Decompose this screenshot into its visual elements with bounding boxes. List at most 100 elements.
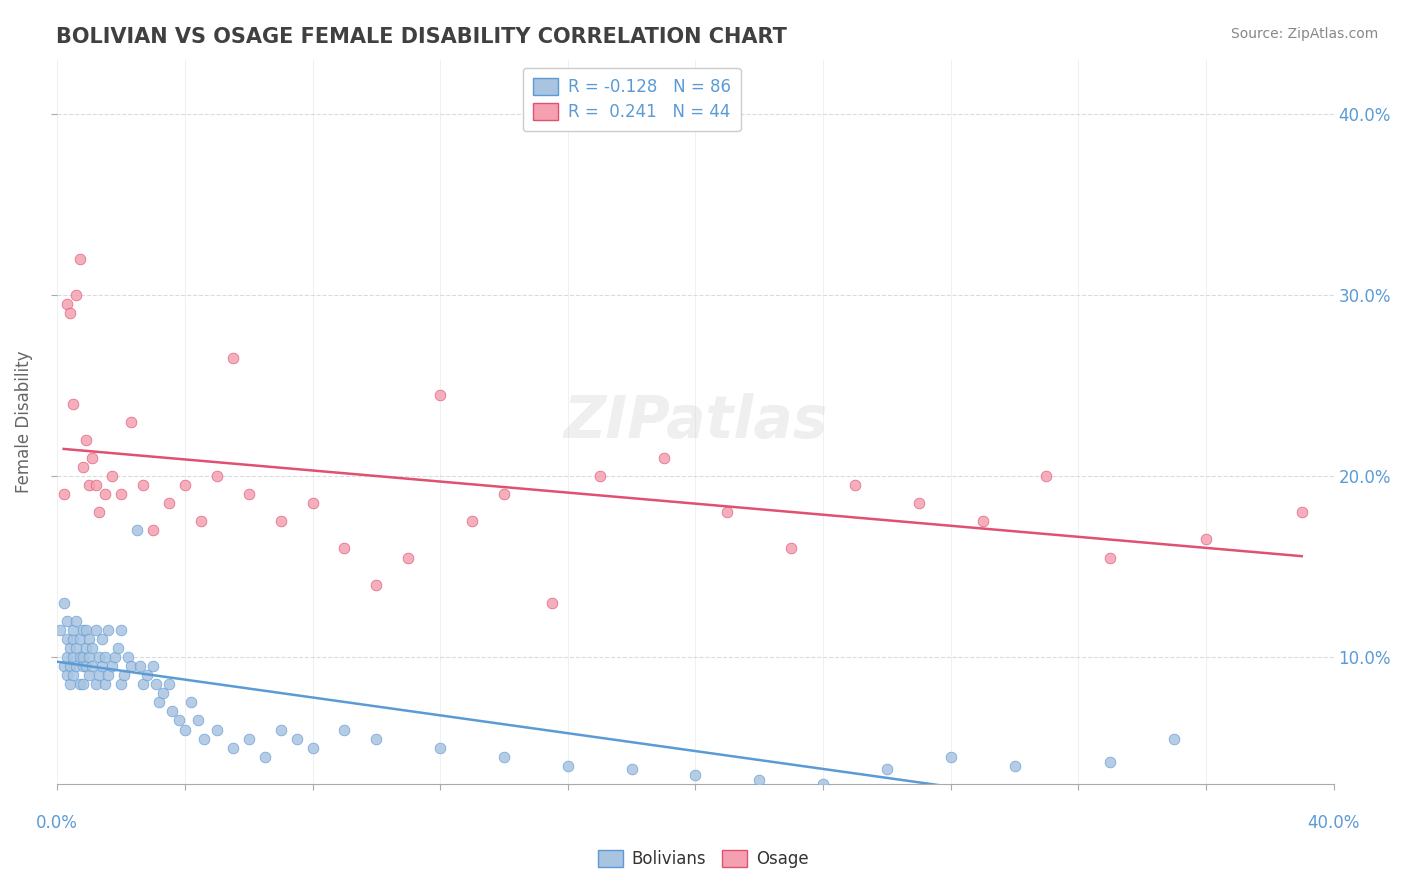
- Point: [1004, 758, 1026, 772]
- Point: [157, 677, 180, 691]
- Point: [77, 650, 100, 665]
- Point: [541, 596, 564, 610]
- Point: [72, 650, 94, 665]
- Point: [82, 659, 104, 673]
- Point: [87, 650, 110, 665]
- Point: [780, 541, 803, 556]
- Point: [82, 450, 104, 465]
- Point: [77, 478, 100, 492]
- Point: [59, 306, 82, 320]
- Point: [77, 668, 100, 682]
- Y-axis label: Female Disability: Female Disability: [15, 351, 32, 493]
- Point: [110, 487, 132, 501]
- Point: [142, 524, 165, 538]
- Point: [1291, 505, 1313, 519]
- Point: [1035, 469, 1057, 483]
- Point: [190, 514, 212, 528]
- Point: [117, 650, 139, 665]
- Point: [94, 650, 117, 665]
- Point: [492, 487, 515, 501]
- Point: [129, 659, 152, 673]
- Legend: Bolivians, Osage: Bolivians, Osage: [591, 843, 815, 875]
- Point: [62, 623, 84, 637]
- Point: [908, 496, 931, 510]
- Legend: R = -0.128   N = 86, R =  0.241   N = 44: R = -0.128 N = 86, R = 0.241 N = 44: [523, 68, 741, 131]
- Point: [429, 387, 451, 401]
- Point: [205, 469, 228, 483]
- Point: [97, 623, 120, 637]
- Point: [652, 450, 675, 465]
- Point: [972, 514, 994, 528]
- Point: [75, 659, 97, 673]
- Point: [135, 668, 157, 682]
- Point: [939, 749, 962, 764]
- Point: [333, 723, 356, 737]
- Point: [301, 496, 323, 510]
- Point: [461, 514, 484, 528]
- Point: [180, 695, 202, 709]
- Point: [142, 659, 165, 673]
- Point: [589, 469, 612, 483]
- Point: [91, 659, 114, 673]
- Point: [52, 659, 75, 673]
- Point: [238, 731, 260, 746]
- Point: [65, 288, 87, 302]
- Point: [52, 596, 75, 610]
- Point: [844, 478, 866, 492]
- Point: [62, 632, 84, 646]
- Point: [62, 668, 84, 682]
- Point: [193, 731, 215, 746]
- Point: [72, 659, 94, 673]
- Point: [56, 668, 79, 682]
- Text: Source: ZipAtlas.com: Source: ZipAtlas.com: [1230, 27, 1378, 41]
- Point: [132, 478, 155, 492]
- Point: [120, 415, 142, 429]
- Point: [75, 433, 97, 447]
- Point: [91, 632, 114, 646]
- Point: [811, 777, 834, 791]
- Point: [72, 677, 94, 691]
- Point: [65, 659, 87, 673]
- Point: [56, 650, 79, 665]
- Point: [59, 659, 82, 673]
- Point: [429, 740, 451, 755]
- Point: [366, 731, 388, 746]
- Point: [557, 758, 579, 772]
- Point: [167, 714, 190, 728]
- Point: [49, 623, 72, 637]
- Point: [62, 396, 84, 410]
- Point: [65, 641, 87, 656]
- Point: [492, 749, 515, 764]
- Point: [104, 650, 127, 665]
- Point: [1195, 533, 1218, 547]
- Point: [125, 524, 148, 538]
- Point: [56, 297, 79, 311]
- Point: [157, 496, 180, 510]
- Point: [69, 252, 91, 266]
- Point: [270, 723, 292, 737]
- Point: [94, 677, 117, 691]
- Point: [301, 740, 323, 755]
- Point: [75, 641, 97, 656]
- Point: [87, 668, 110, 682]
- Point: [52, 487, 75, 501]
- Point: [145, 677, 167, 691]
- Text: BOLIVIAN VS OSAGE FEMALE DISABILITY CORRELATION CHART: BOLIVIAN VS OSAGE FEMALE DISABILITY CORR…: [56, 27, 787, 46]
- Point: [222, 351, 245, 366]
- Text: 0.0%: 0.0%: [37, 814, 79, 832]
- Point: [253, 749, 276, 764]
- Point: [716, 505, 738, 519]
- Text: ZIPatlas: ZIPatlas: [564, 393, 828, 450]
- Point: [100, 659, 122, 673]
- Point: [72, 460, 94, 475]
- Point: [333, 541, 356, 556]
- Point: [685, 768, 707, 782]
- Point: [72, 623, 94, 637]
- Point: [56, 614, 79, 628]
- Point: [1099, 755, 1122, 769]
- Point: [75, 623, 97, 637]
- Point: [174, 723, 197, 737]
- Point: [100, 469, 122, 483]
- Point: [1163, 731, 1185, 746]
- Point: [366, 577, 388, 591]
